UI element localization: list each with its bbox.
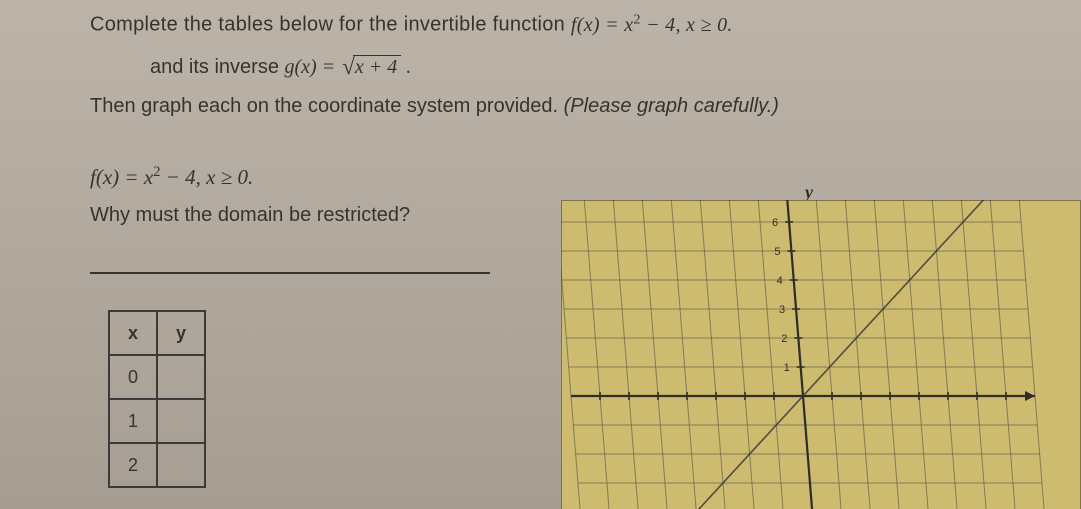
instruction-line-3: Then graph each on the coordinate system… <box>90 95 1081 118</box>
g-tail: . <box>401 56 411 78</box>
f-restated: f(x) = x2 − 4, x ≥ 0. <box>90 164 1081 190</box>
problem-text: Complete the tables below for the invert… <box>90 12 1081 227</box>
svg-text:1: 1 <box>784 362 790 374</box>
table-row: 2 <box>109 443 205 487</box>
instr2-text: and its inverse <box>150 56 285 78</box>
f-squared: 2 <box>633 12 640 27</box>
instruction-line-2: and its inverse g(x) = √x + 4 . <box>150 53 1081 79</box>
instr1-text: Complete the tables below for the invert… <box>90 14 571 36</box>
svg-text:4: 4 <box>777 275 783 287</box>
y-cell <box>157 355 205 399</box>
sqrt-icon: √x + 4 <box>340 53 401 79</box>
table-row: 1 <box>109 399 205 443</box>
g-radicand: x + 4 <box>353 55 401 78</box>
y-cell <box>157 399 205 443</box>
worksheet-page: Complete the tables below for the invert… <box>0 0 1081 509</box>
f-head: f(x) = x <box>571 14 634 36</box>
table-row: 0 <box>109 355 205 399</box>
xy-table: x y 0 1 2 <box>108 310 206 488</box>
col-x-header: x <box>109 311 157 355</box>
f-tail: − 4, x ≥ 0. <box>641 14 733 36</box>
instr3-text: Then graph each on the coordinate system… <box>90 95 564 117</box>
f2-tail: − 4, x ≥ 0. <box>160 165 253 189</box>
y-cell <box>157 443 205 487</box>
x-cell: 2 <box>109 443 157 487</box>
svg-text:6: 6 <box>772 217 778 229</box>
answer-blank-line <box>90 272 490 274</box>
g-head: g(x) = <box>285 56 341 78</box>
coordinate-grid: 1234567 <box>561 200 1081 509</box>
grid-svg: 1234567 <box>561 200 1081 509</box>
instruction-line-1: Complete the tables below for the invert… <box>90 12 1081 37</box>
x-cell: 1 <box>109 399 157 443</box>
x-cell: 0 <box>109 355 157 399</box>
svg-text:2: 2 <box>781 333 787 345</box>
svg-text:3: 3 <box>779 304 785 316</box>
svg-text:5: 5 <box>774 246 780 258</box>
table-header-row: x y <box>109 311 205 355</box>
instr3-ital: (Please graph carefully.) <box>564 95 779 117</box>
g-expression: g(x) = √x + 4 . <box>285 56 412 78</box>
f2-head: f(x) = x <box>90 165 153 189</box>
col-y-header: y <box>157 311 205 355</box>
f-expression: f(x) = x2 − 4, x ≥ 0. <box>571 14 733 36</box>
